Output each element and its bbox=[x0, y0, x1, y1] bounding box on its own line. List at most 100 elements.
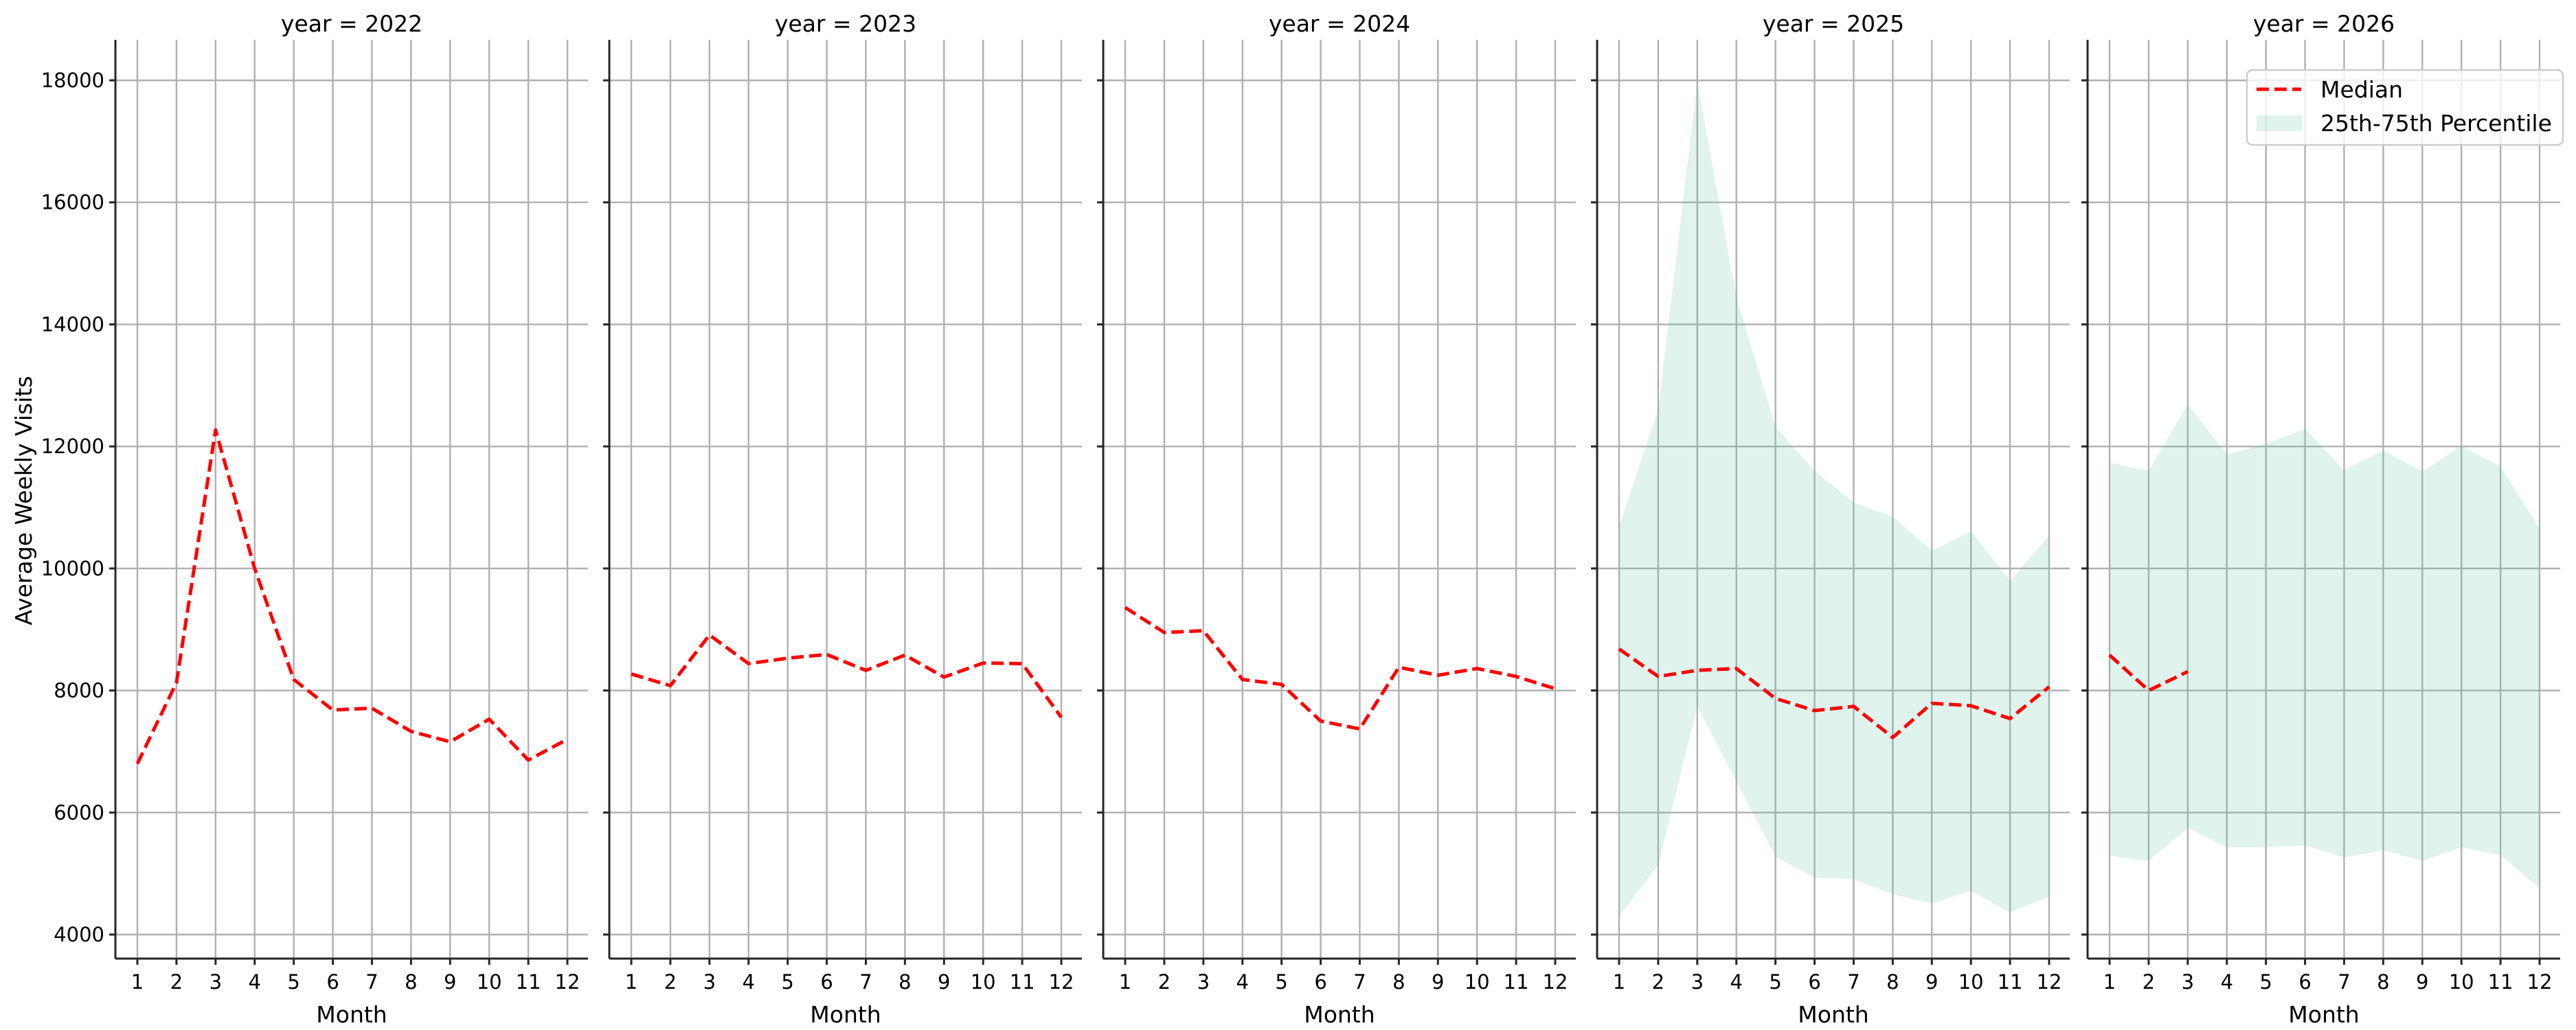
x-tick-label: 9 bbox=[938, 970, 950, 994]
y-tick-label: 6000 bbox=[54, 801, 104, 824]
y-tick-label: 14000 bbox=[41, 312, 104, 336]
x-tick-label: 5 bbox=[1275, 970, 1287, 994]
x-tick-label: 7 bbox=[1847, 970, 1860, 994]
x-tick-label: 2 bbox=[664, 970, 677, 994]
x-tick-label: 5 bbox=[287, 970, 300, 994]
x-axis-label: Month bbox=[316, 1001, 387, 1028]
x-tick-label: 4 bbox=[2221, 970, 2233, 994]
panel-title: year = 2022 bbox=[281, 10, 422, 37]
x-tick-label: 7 bbox=[365, 970, 378, 994]
x-tick-label: 6 bbox=[326, 970, 339, 994]
x-tick-label: 6 bbox=[820, 970, 833, 994]
x-tick-label: 9 bbox=[1432, 970, 1444, 994]
x-tick-label: 12 bbox=[1049, 970, 1074, 994]
x-tick-label: 12 bbox=[2527, 970, 2553, 994]
x-axis-label: Month bbox=[2288, 1001, 2359, 1028]
x-tick-label: 10 bbox=[971, 970, 996, 994]
x-tick-label: 2 bbox=[170, 970, 183, 994]
x-tick-label: 3 bbox=[210, 970, 222, 994]
panel-title: year = 2023 bbox=[775, 10, 916, 37]
x-tick-label: 9 bbox=[2416, 970, 2428, 994]
x-tick-label: 11 bbox=[1998, 970, 2023, 994]
x-tick-label: 1 bbox=[131, 970, 144, 994]
x-tick-label: 5 bbox=[2259, 970, 2272, 994]
x-tick-label: 2 bbox=[1158, 970, 1171, 994]
legend: Median 25th-75th Percentile bbox=[2246, 69, 2564, 146]
x-tick-label: 12 bbox=[2037, 970, 2062, 994]
y-tick-label: 10000 bbox=[41, 557, 104, 580]
x-tick-label: 8 bbox=[1392, 970, 1405, 994]
x-tick-label: 9 bbox=[444, 970, 456, 994]
percentile-band bbox=[2110, 404, 2540, 889]
x-tick-label: 10 bbox=[1465, 970, 1490, 994]
legend-box bbox=[2246, 69, 2564, 146]
y-axis-label: Average Weekly Visits bbox=[10, 376, 37, 625]
x-tick-label: 4 bbox=[743, 970, 755, 994]
legend-band-label: 25th-75th Percentile bbox=[2320, 110, 2552, 137]
panel-title: year = 2026 bbox=[2253, 10, 2395, 37]
x-tick-label: 6 bbox=[1314, 970, 1326, 994]
x-tick-label: 10 bbox=[2449, 970, 2474, 994]
gridlines bbox=[1103, 40, 1576, 959]
x-tick-label: 8 bbox=[405, 970, 417, 994]
x-tick-label: 3 bbox=[1197, 970, 1210, 994]
x-tick-label: 2 bbox=[2143, 970, 2155, 994]
x-axis-label: Month bbox=[810, 1001, 881, 1028]
x-axis-label: Month bbox=[1304, 1001, 1375, 1028]
median-line bbox=[135, 428, 569, 765]
x-tick-label: 1 bbox=[1613, 970, 1625, 994]
x-tick-label: 2 bbox=[1652, 970, 1664, 994]
y-tick-label: 12000 bbox=[41, 435, 104, 458]
x-tick-label: 6 bbox=[2298, 970, 2311, 994]
x-tick-label: 6 bbox=[1808, 970, 1820, 994]
x-tick-label: 9 bbox=[1925, 970, 1938, 994]
x-tick-label: 12 bbox=[555, 970, 580, 994]
median-line bbox=[2108, 654, 2189, 693]
median-line bbox=[1124, 606, 1556, 731]
x-tick-label: 10 bbox=[477, 970, 502, 994]
gridlines bbox=[1597, 40, 2070, 959]
panel-title: year = 2025 bbox=[1763, 10, 1904, 37]
x-tick-label: 8 bbox=[2377, 970, 2389, 994]
x-tick-label: 1 bbox=[1119, 970, 1131, 994]
x-axis-label: Month bbox=[1798, 1001, 1868, 1028]
x-tick-label: 8 bbox=[1886, 970, 1899, 994]
x-tick-label: 4 bbox=[1236, 970, 1249, 994]
x-tick-label: 11 bbox=[2488, 970, 2513, 994]
x-tick-label: 5 bbox=[781, 970, 793, 994]
y-tick-label: 4000 bbox=[54, 923, 104, 946]
legend-band-swatch bbox=[2257, 115, 2302, 131]
gridlines bbox=[115, 40, 588, 959]
x-tick-label: 11 bbox=[1010, 970, 1035, 994]
x-tick-label: 7 bbox=[859, 970, 872, 994]
x-tick-label: 11 bbox=[1504, 970, 1529, 994]
panel-title: year = 2024 bbox=[1269, 10, 1410, 37]
y-tick-label: 18000 bbox=[41, 69, 104, 92]
y-tick-label: 16000 bbox=[41, 191, 104, 214]
x-tick-label: 8 bbox=[899, 970, 911, 994]
x-tick-label: 7 bbox=[2338, 970, 2350, 994]
x-tick-label: 3 bbox=[1691, 970, 1704, 994]
x-tick-label: 1 bbox=[2103, 970, 2116, 994]
x-tick-label: 7 bbox=[1353, 970, 1366, 994]
x-tick-label: 1 bbox=[625, 970, 637, 994]
legend-median-label: Median bbox=[2320, 76, 2403, 103]
median-line bbox=[1618, 648, 2050, 740]
gridlines bbox=[2088, 40, 2560, 959]
x-tick-label: 12 bbox=[1543, 970, 1568, 994]
x-tick-label: 10 bbox=[1958, 970, 1984, 994]
percentile-band bbox=[1619, 82, 2049, 917]
x-tick-label: 3 bbox=[2182, 970, 2194, 994]
x-tick-label: 4 bbox=[1730, 970, 1743, 994]
y-tick-label: 8000 bbox=[54, 679, 104, 702]
x-tick-label: 3 bbox=[703, 970, 716, 994]
x-tick-label: 5 bbox=[1769, 970, 1781, 994]
x-tick-label: 4 bbox=[249, 970, 261, 994]
x-tick-label: 11 bbox=[516, 970, 541, 994]
